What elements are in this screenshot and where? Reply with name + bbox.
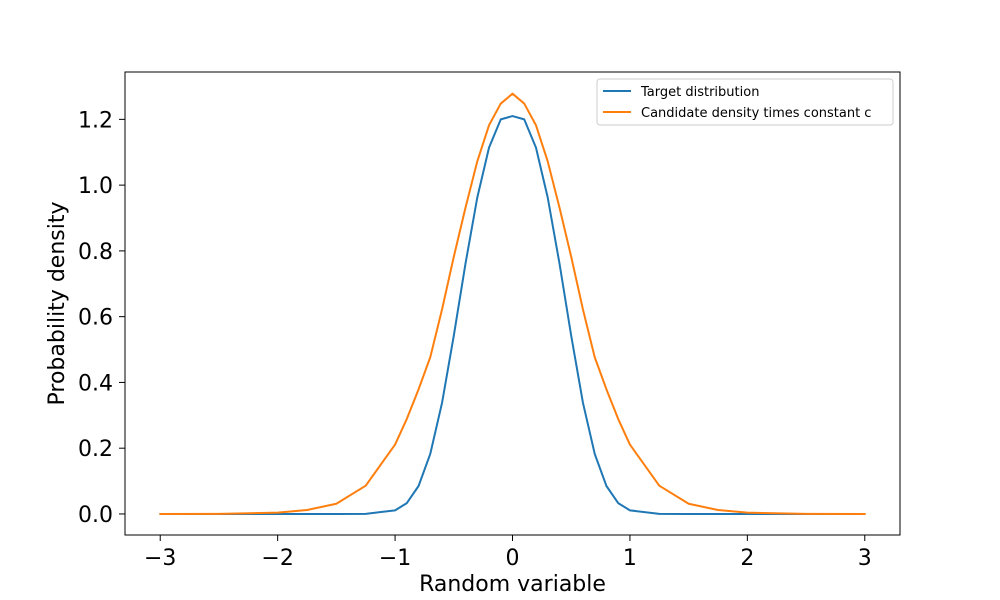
- y-tick-label: 0.0: [78, 503, 113, 528]
- y-tick-label: 1.2: [78, 108, 113, 133]
- y-axis: 0.0 0.2 0.4 0.6 0.8 1.0 1.2: [78, 108, 125, 528]
- legend: Target distribution Candidate density tim…: [596, 78, 894, 126]
- y-axis-label: Probability density: [45, 202, 70, 406]
- plot-area-frame: [124, 71, 901, 536]
- x-tick-label: 0: [506, 546, 520, 571]
- x-axis-label: Random variable: [419, 572, 606, 597]
- series-layer: [159, 92, 866, 515]
- series-line-candidate: [159, 92, 866, 515]
- legend-label: Target distribution: [640, 85, 759, 100]
- legend-label: Candidate density times constant c: [641, 106, 871, 121]
- y-tick-label: 1.0: [78, 174, 113, 199]
- series-line-target: [159, 115, 866, 515]
- x-tick-label: 1: [623, 546, 637, 571]
- x-tick-label: −3: [144, 546, 176, 571]
- x-tick-label: −1: [379, 546, 411, 571]
- y-tick-label: 0.6: [78, 306, 113, 331]
- y-tick-label: 0.2: [78, 437, 113, 462]
- x-axis: −3 −2 −1 0 1 2 3: [144, 535, 872, 571]
- y-tick-label: 0.8: [78, 240, 113, 265]
- x-tick-label: 3: [858, 546, 872, 571]
- x-tick-label: 2: [740, 546, 754, 571]
- x-tick-label: −2: [261, 546, 293, 571]
- y-tick-label: 0.4: [78, 371, 113, 396]
- legend-box: [596, 78, 894, 126]
